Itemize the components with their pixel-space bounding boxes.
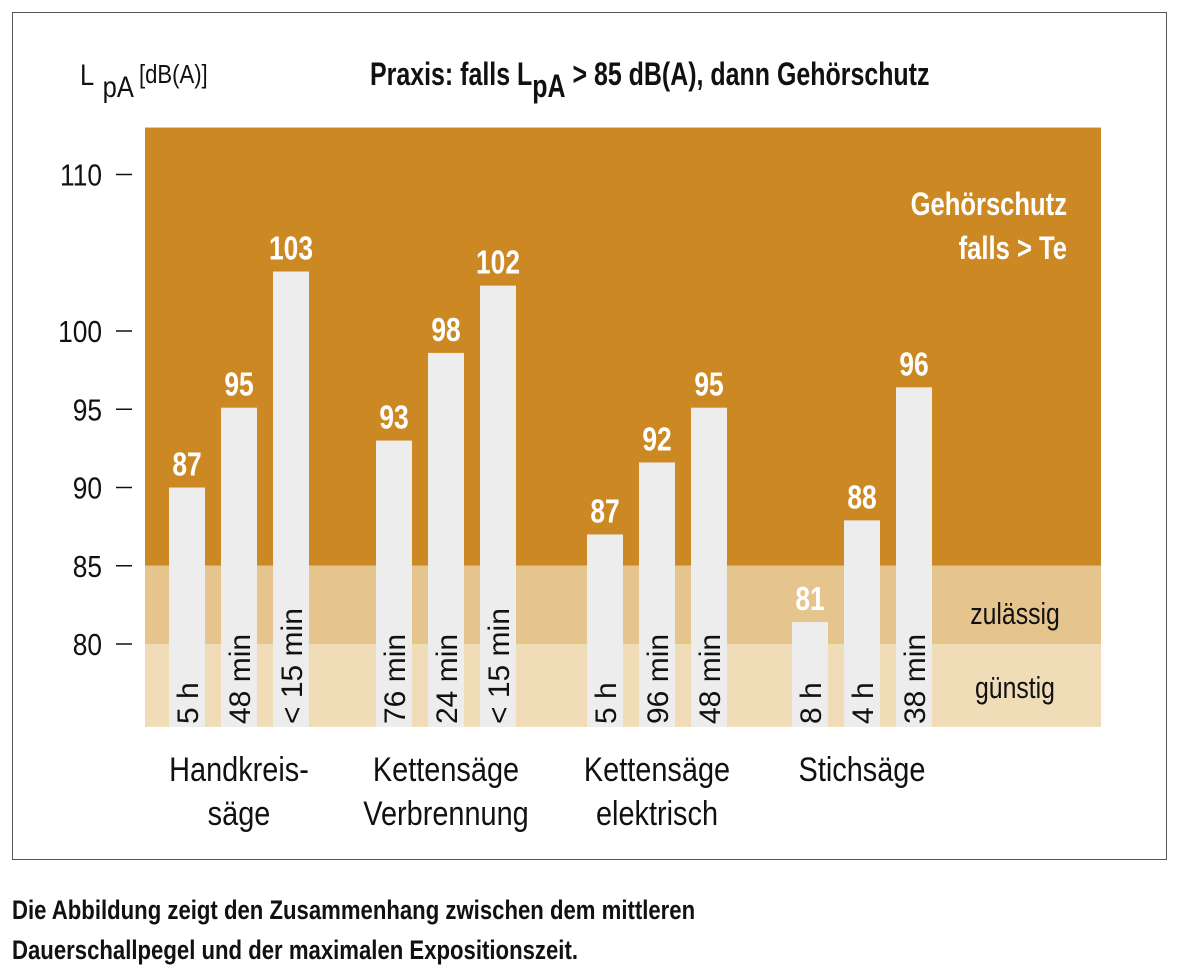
bar-1-2 bbox=[480, 285, 516, 727]
bar-duration-label-1-1: 24 min bbox=[431, 634, 464, 724]
zone-label-gehoerschutz: Gehörschutz bbox=[911, 187, 1067, 222]
bar-3-2 bbox=[896, 387, 932, 727]
bar-duration-label-3-2: 38 min bbox=[899, 634, 932, 724]
bar-value-label-2-1: 92 bbox=[642, 422, 671, 458]
noise-level-chart: 110 100 95 90 85 80 87 5 h 95 48 min 103 < 15 min H… bbox=[12, 12, 1167, 860]
bar-duration-label-3-1: 4 h bbox=[847, 682, 880, 724]
bar-0-1 bbox=[221, 407, 257, 727]
bar-value-label-2-2: 95 bbox=[694, 367, 723, 403]
bar-duration-label-2-1: 96 min bbox=[642, 634, 675, 724]
caption-line-2: Dauerschallpegel und der maximalen Expos… bbox=[12, 935, 578, 965]
bar-3-1 bbox=[844, 520, 880, 727]
bar-duration-label-3-0: 8 h bbox=[795, 682, 828, 724]
bar-value-label-0-1: 95 bbox=[224, 367, 253, 403]
category-label-0-0: Handkreis- bbox=[169, 750, 309, 789]
category-label-1-0: Kettensäge bbox=[373, 750, 519, 789]
y-tick-label-80: 80 bbox=[73, 628, 102, 662]
bar-duration-label-1-2: < 15 min bbox=[483, 608, 516, 724]
zone-label-zulaessig: zulässig bbox=[970, 596, 1060, 630]
bar-1-0 bbox=[376, 440, 412, 727]
bar-0-0 bbox=[169, 487, 205, 727]
category-label-3-0: Stichsäge bbox=[799, 750, 926, 789]
bar-duration-label-0-2: < 15 min bbox=[276, 608, 309, 724]
bar-value-label-0-2: 103 bbox=[269, 231, 313, 267]
chart-title: Praxis: falls LpA > 85 dB(A), dann Gehör… bbox=[370, 57, 929, 105]
bar-2-0 bbox=[587, 534, 623, 727]
category-label-2-1: elektrisch bbox=[596, 794, 718, 833]
y-tick-label-90: 90 bbox=[73, 472, 102, 506]
category-label-0-1: säge bbox=[208, 794, 271, 833]
bar-value-label-1-1: 98 bbox=[431, 312, 460, 348]
bar-value-label-3-0: 81 bbox=[795, 581, 824, 617]
zone-label-gehoerschutz-2: falls > Te bbox=[959, 231, 1067, 266]
bar-value-label-3-1: 88 bbox=[847, 480, 876, 516]
bar-value-label-2-0: 87 bbox=[590, 494, 619, 530]
bar-duration-label-2-2: 48 min bbox=[694, 634, 727, 724]
zone-label-guenstig: günstig bbox=[975, 670, 1055, 704]
y-tick-label-85: 85 bbox=[73, 550, 102, 584]
bar-0-2 bbox=[273, 271, 309, 727]
y-tick-label-95: 95 bbox=[73, 393, 102, 427]
bar-value-label-3-2: 96 bbox=[899, 347, 928, 383]
category-label-2-0: Kettensäge bbox=[584, 750, 730, 789]
y-tick-label-110: 110 bbox=[60, 159, 102, 193]
bar-duration-label-1-0: 76 min bbox=[379, 634, 412, 724]
bar-duration-label-2-0: 5 h bbox=[590, 682, 623, 724]
caption-line-1: Die Abbildung zeigt den Zusammenhang zwi… bbox=[12, 895, 696, 925]
bar-3-0 bbox=[792, 622, 828, 727]
bar-2-1 bbox=[639, 462, 675, 727]
bar-1-1 bbox=[428, 352, 464, 727]
figure-caption: Die Abbildung zeigt den Zusammenhang zwi… bbox=[12, 890, 695, 970]
y-tick-label-100: 100 bbox=[58, 315, 102, 349]
bar-value-label-1-0: 93 bbox=[379, 400, 408, 436]
bar-duration-label-0-1: 48 min bbox=[224, 634, 257, 724]
category-label-1-1: Verbrennung bbox=[363, 794, 528, 833]
bar-2-2 bbox=[691, 407, 727, 727]
bar-value-label-0-0: 87 bbox=[172, 447, 201, 483]
bar-duration-label-0-0: 5 h bbox=[172, 682, 205, 724]
bar-value-label-1-2: 102 bbox=[476, 245, 520, 281]
